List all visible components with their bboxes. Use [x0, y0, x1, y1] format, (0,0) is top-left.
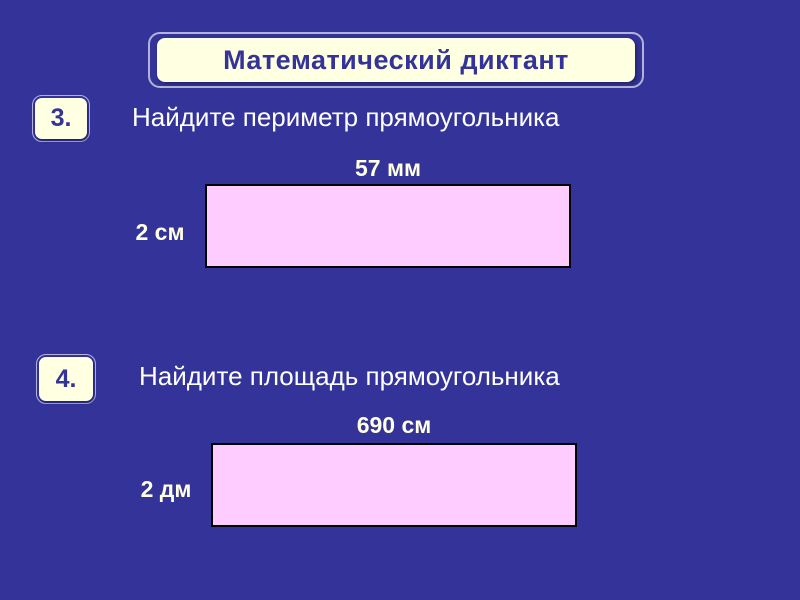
question-4-number-badge: 4.	[36, 354, 96, 404]
question-4-text: Найдите площадь прямоугольника	[139, 361, 560, 391]
question-4-number: 4.	[39, 357, 93, 401]
question-3-text: Найдите периметр прямоугольника	[132, 102, 560, 132]
question-3-width-label: 57 мм	[354, 155, 421, 181]
question-4-rectangle-shape	[211, 443, 577, 527]
title-banner: Математический диктант	[148, 32, 644, 88]
question-4-width-label: 690 см	[356, 412, 432, 438]
slide-title: Математический диктант	[157, 38, 635, 82]
question-3-number-badge: 3.	[32, 95, 90, 142]
question-3-rectangle-shape	[205, 184, 571, 268]
question-4-height-label: 2 дм	[140, 476, 192, 502]
question-3-number: 3.	[35, 98, 87, 139]
question-3-height-label: 2 см	[135, 219, 185, 245]
